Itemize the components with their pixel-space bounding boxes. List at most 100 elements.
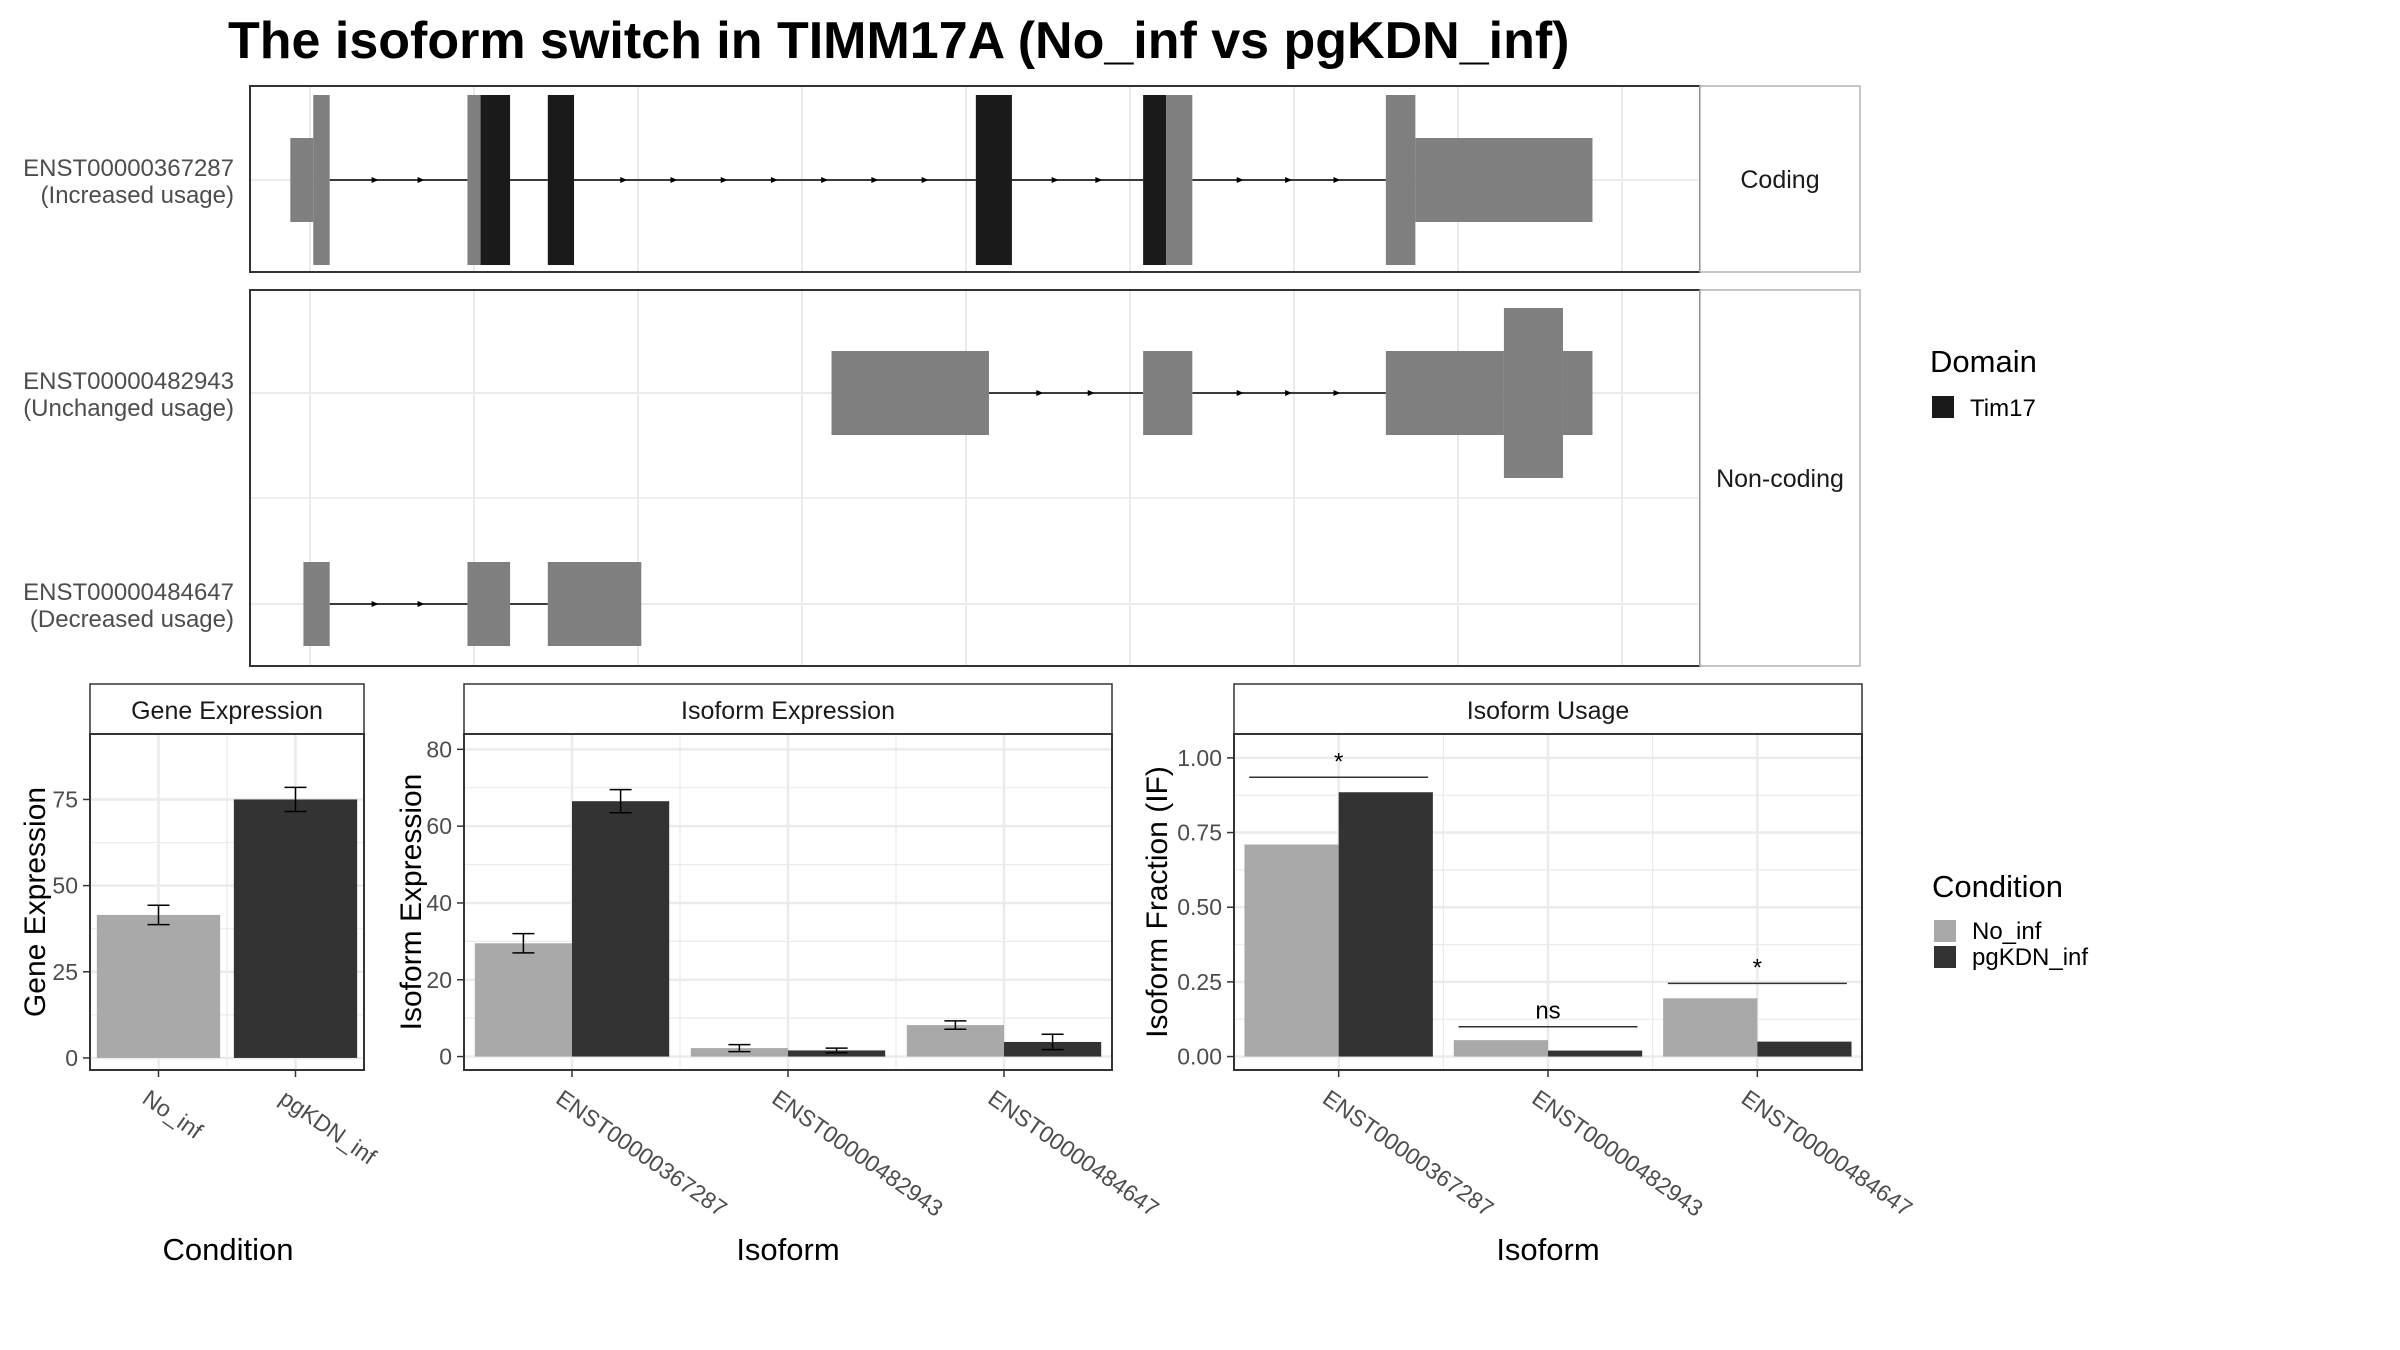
bar	[233, 799, 358, 1058]
exon-block	[1503, 308, 1563, 478]
exon-block	[547, 562, 642, 646]
x-tick-label: ENST00000367287	[551, 1085, 731, 1222]
condition-legend-label: pgKDN_inf	[1972, 944, 2088, 971]
exon-block	[303, 562, 330, 646]
chart-strip	[463, 683, 1113, 735]
chart-gene-expression: Gene Expression 0 25 50 75 No_inf pgKDN_inf Con…	[19, 683, 382, 1267]
exon-block	[1562, 351, 1593, 435]
significance-label: *	[1334, 748, 1343, 775]
bar	[1453, 1040, 1548, 1057]
condition-legend-swatch	[1934, 920, 1956, 942]
x-tick-label: No_inf	[138, 1085, 208, 1145]
error-bar	[1041, 1033, 1064, 1051]
error-bar	[728, 1043, 751, 1053]
facet-strip	[1699, 289, 1861, 667]
bar	[1548, 1050, 1643, 1057]
y-tick-label: 0.00	[1177, 1044, 1222, 1070]
intron-direction-arrow	[921, 177, 929, 183]
y-tick-label: 50	[52, 873, 78, 899]
intron-direction-arrow	[1087, 390, 1095, 396]
error-bar	[825, 1047, 848, 1054]
intron-direction-arrow	[770, 177, 778, 183]
x-axis-title: Condition	[163, 1232, 294, 1267]
error-bar	[147, 904, 170, 926]
transcript-structure-panel: Coding Non-coding ENST00000367287(Increase…	[23, 85, 1861, 667]
bar	[1663, 998, 1758, 1057]
x-tick-label: ENST00000484647	[1737, 1085, 1917, 1222]
exon-block	[1385, 351, 1504, 435]
intron-direction-arrow	[1285, 390, 1293, 396]
y-tick-label: 0.50	[1177, 894, 1222, 920]
intron-direction-arrow	[871, 177, 879, 183]
y-tick-label: 1.00	[1177, 745, 1222, 771]
condition-legend-title: Condition	[1932, 869, 2063, 904]
transcript-id-label: ENST00000367287	[23, 155, 234, 182]
transcript-usage-label: (Increased usage)	[41, 182, 234, 209]
x-axis-title: Isoform	[736, 1232, 839, 1267]
condition-legend-swatch	[1934, 946, 1956, 968]
intron-direction-arrow	[1236, 177, 1244, 183]
y-tick-label: 60	[426, 813, 452, 839]
y-tick-label: 0	[65, 1045, 78, 1071]
significance-label: ns	[1535, 998, 1560, 1025]
bar	[788, 1050, 886, 1057]
transcript-usage-label: (Unchanged usage)	[23, 395, 234, 422]
bar	[572, 801, 670, 1057]
facet-strip	[1699, 85, 1861, 273]
bar	[96, 914, 221, 1058]
intron-direction-arrow	[371, 177, 379, 183]
transcript-id-label: ENST00000484647	[23, 579, 234, 606]
exon-block	[313, 95, 330, 265]
chart-isoform-expression: Isoform Expression 0 20 40 60 80 ENST000003672…	[395, 683, 1164, 1267]
chart-strip-label: Isoform Expression	[681, 697, 895, 725]
transcript-usage-label: (Decreased usage)	[30, 606, 234, 633]
error-bar	[512, 932, 535, 954]
y-tick-label: 25	[52, 959, 78, 985]
chart-isoform-usage: Isoform Usage * ns * 0.00 0.25 0.50 0.75 1.00 ENS…	[1141, 683, 1917, 1267]
exon-block	[1415, 138, 1593, 222]
facet-label: Coding	[1740, 166, 1819, 194]
domain-legend-title: Domain	[1930, 344, 2037, 379]
facet-label: Non-coding	[1716, 465, 1844, 493]
chart-strip-label: Isoform Usage	[1467, 697, 1630, 725]
x-tick-label: ENST00000367287	[1318, 1085, 1498, 1222]
exon-block	[467, 562, 511, 646]
y-axis-title: Isoform Fraction (IF)	[1141, 766, 1174, 1038]
exon-block	[1385, 95, 1416, 265]
intron-direction-arrow	[1051, 177, 1059, 183]
intron-direction-arrow	[670, 177, 678, 183]
x-tick-label: ENST00000482943	[767, 1085, 947, 1222]
exon-block	[1143, 351, 1193, 435]
y-tick-label: 40	[426, 890, 452, 916]
y-tick-label: 20	[426, 967, 452, 993]
y-tick-label: 75	[52, 786, 78, 812]
y-tick-label: 80	[426, 736, 452, 762]
bar	[690, 1048, 788, 1057]
intron-direction-arrow	[371, 601, 379, 607]
intron-direction-arrow	[1095, 177, 1103, 183]
x-tick-label: ENST00000482943	[1527, 1085, 1707, 1222]
chart-strip-label: Gene Expression	[131, 697, 323, 725]
intron-direction-arrow	[417, 177, 425, 183]
error-bar	[944, 1020, 967, 1031]
intron-direction-arrow	[720, 177, 728, 183]
significance-label: *	[1753, 954, 1762, 981]
domain-legend-label: Tim17	[1970, 395, 2036, 422]
intron-direction-arrow	[417, 601, 425, 607]
y-tick-label: 0	[439, 1044, 452, 1070]
x-axis-title: Isoform	[1496, 1232, 1599, 1267]
y-axis-title: Isoform Expression	[395, 774, 428, 1031]
intron-direction-arrow	[1333, 390, 1341, 396]
tim17-domain-exon	[547, 95, 575, 265]
exon-block	[1166, 95, 1193, 265]
bar	[1338, 792, 1433, 1057]
exon-block	[831, 351, 989, 435]
bar	[906, 1025, 1004, 1057]
intron-direction-arrow	[821, 177, 829, 183]
error-bar	[609, 788, 632, 814]
exon-block	[290, 138, 314, 222]
chart-panel-border	[89, 733, 365, 1071]
chart-strip	[1233, 683, 1863, 735]
intron-direction-arrow	[620, 177, 628, 183]
